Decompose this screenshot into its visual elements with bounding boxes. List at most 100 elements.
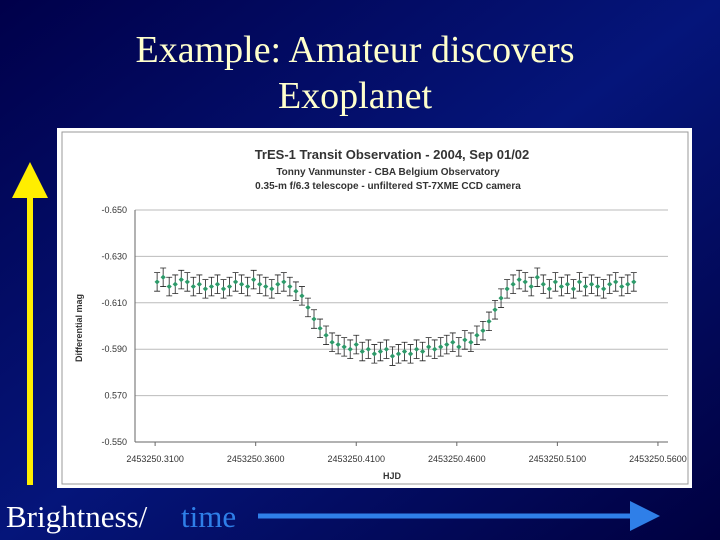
data-point	[588, 281, 595, 287]
data-point	[178, 277, 184, 283]
x-tick-label: 2453250.5600	[629, 454, 687, 464]
data-point	[377, 348, 383, 355]
data-point	[498, 295, 504, 301]
data-point	[257, 281, 263, 287]
slide-title: Exoplanet	[278, 75, 433, 117]
data-point	[552, 279, 558, 285]
y-tick-label: -0.610	[101, 298, 127, 308]
x-tick-label: 2453250.3600	[227, 454, 285, 464]
data-point	[474, 332, 480, 338]
data-point	[275, 281, 281, 287]
data-point	[323, 332, 329, 338]
x-tick-label: 2453250.5100	[529, 454, 587, 464]
data-point	[226, 283, 233, 290]
data-point	[184, 279, 190, 285]
data-point	[341, 344, 347, 350]
data-point	[413, 346, 420, 352]
data-point	[263, 283, 269, 290]
data-point	[534, 274, 540, 280]
data-point	[311, 316, 317, 322]
data-point	[160, 274, 166, 280]
x-tick-label: 2453250.3100	[126, 454, 184, 464]
data-point	[504, 286, 510, 292]
data-point	[287, 283, 293, 290]
plot: -0.650 -0.630 -0.610 -0.590 0.570 -0.550 24532…	[101, 205, 686, 464]
data-point	[468, 339, 474, 345]
data-point	[456, 344, 462, 350]
chart-subtitle: Tonny Vanmunster - CBA Belgium Observato…	[276, 167, 500, 178]
data-point	[438, 344, 444, 350]
data-point	[371, 351, 377, 357]
data-point	[570, 286, 577, 292]
data-point	[329, 339, 335, 345]
data-point	[208, 283, 215, 290]
data-point	[540, 281, 546, 287]
x-tick-label: 2453250.4600	[428, 454, 486, 464]
data-point	[232, 279, 239, 285]
data-point	[281, 279, 287, 285]
data-point	[546, 286, 552, 292]
y-tick-label: -0.630	[101, 251, 127, 261]
caption-time: time	[181, 499, 236, 534]
data-point	[190, 283, 196, 290]
data-point	[383, 346, 390, 352]
data-point	[462, 337, 468, 343]
data-point	[293, 288, 299, 294]
y-tick-label: -0.590	[101, 344, 127, 354]
y-tick-label: -0.650	[101, 205, 127, 215]
x-axis-label: HJD	[383, 471, 402, 481]
data-point	[269, 286, 275, 292]
chart-border	[61, 131, 689, 485]
data-point	[564, 281, 571, 287]
data-point	[582, 283, 589, 290]
data-point	[353, 341, 359, 348]
y-axis-label: Differential mag	[74, 294, 84, 362]
data-point	[172, 281, 178, 287]
data-point	[196, 281, 202, 287]
data-point	[239, 281, 245, 287]
data-point	[407, 351, 414, 357]
x-tick-label: 2453250.4100	[327, 454, 385, 464]
data-point	[486, 318, 492, 324]
data-point	[558, 283, 564, 290]
data-point	[528, 283, 534, 290]
data-point	[395, 351, 402, 357]
chart-panel	[57, 128, 692, 488]
y-tick-label: -0.550	[101, 437, 127, 447]
chart-subtitle: 0.35-m f/6.3 telescope - unfiltered ST-7…	[255, 181, 521, 192]
data-point	[214, 281, 221, 287]
data-point	[613, 279, 619, 285]
data-point	[401, 348, 408, 355]
data-point	[631, 279, 637, 285]
data-point	[305, 304, 311, 311]
data-point	[607, 281, 613, 287]
data-point	[595, 283, 601, 290]
slide-title: Example: Amateur discovers	[136, 29, 575, 71]
data-point	[365, 346, 371, 352]
data-point	[154, 279, 160, 285]
data-point	[432, 346, 438, 352]
data-point	[492, 307, 498, 313]
data-point	[245, 283, 251, 290]
data-point	[335, 341, 341, 348]
data-point	[601, 286, 607, 292]
data-point	[166, 283, 172, 290]
data-point	[359, 348, 365, 355]
data-point	[426, 344, 432, 350]
data-point	[444, 341, 450, 348]
caption: Brightness/	[6, 499, 148, 534]
data-point	[299, 293, 305, 299]
data-point	[510, 281, 516, 287]
data-point	[389, 353, 396, 359]
data-point	[317, 325, 323, 331]
data-point	[347, 346, 353, 352]
data-point	[516, 277, 522, 283]
y-tick-label: 0.570	[104, 391, 127, 401]
data-point	[522, 279, 528, 285]
data-point	[220, 286, 227, 292]
data-point	[420, 348, 426, 355]
chart-title: TrES-1 Transit Observation - 2004, Sep 0…	[255, 147, 530, 162]
data-point	[251, 277, 257, 283]
data-point	[625, 281, 631, 287]
